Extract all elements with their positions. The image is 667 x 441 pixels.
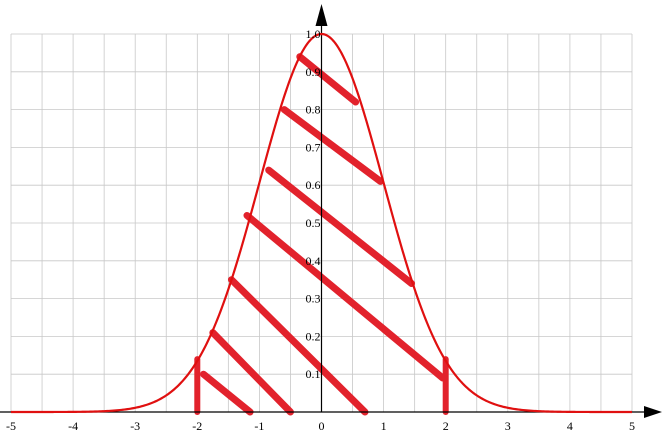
y-tick-label: 0.5 <box>306 216 321 230</box>
y-axis-arrow <box>315 4 328 26</box>
y-tick-label: 0.6 <box>306 178 321 192</box>
y-tick-label: 0.1 <box>306 367 321 381</box>
x-tick-label: 1 <box>381 419 387 433</box>
x-tick-label: -3 <box>130 419 140 433</box>
x-tick-label: -2 <box>192 419 202 433</box>
hatch-stroke <box>280 106 384 185</box>
hatch-stroke <box>265 166 416 287</box>
y-tick-label: 0.2 <box>306 329 321 343</box>
curve-line <box>11 32 632 414</box>
x-tick-label: 4 <box>567 419 573 433</box>
x-tick-label: -1 <box>254 419 264 433</box>
hatched-region <box>194 53 449 416</box>
y-tick-label: 0.8 <box>306 103 321 117</box>
y-tick-label: 0.3 <box>306 292 321 306</box>
hatch-stroke <box>209 329 294 416</box>
x-tick-label: 5 <box>629 419 635 433</box>
x-tick-label: -5 <box>6 419 16 433</box>
hatch-stroke <box>243 211 447 382</box>
x-tick-label: 2 <box>443 419 449 433</box>
hatch-stroke <box>200 370 254 416</box>
curve-series <box>11 32 632 414</box>
y-tick-labels: 0.1 0.2 0.3 0.4 0.5 0.6 0.7 0.8 0.9 1.0 <box>306 27 321 381</box>
y-tick-label: 0.7 <box>306 140 321 154</box>
x-axis-arrow <box>644 406 662 418</box>
hatch-stroke <box>296 53 360 106</box>
y-tick-label: 0.4 <box>306 254 321 268</box>
x-tick-label: 3 <box>505 419 511 433</box>
x-tick-labels: -5 -4 -3 -2 -1 0 1 2 3 4 5 <box>6 419 635 433</box>
y-tick-label: 1.0 <box>306 27 321 41</box>
y-tick-label: 0.9 <box>306 65 321 79</box>
x-tick-label: 0 <box>319 419 325 433</box>
hatch-stroke <box>227 276 369 416</box>
x-tick-label: -4 <box>68 419 78 433</box>
axes <box>0 4 662 418</box>
